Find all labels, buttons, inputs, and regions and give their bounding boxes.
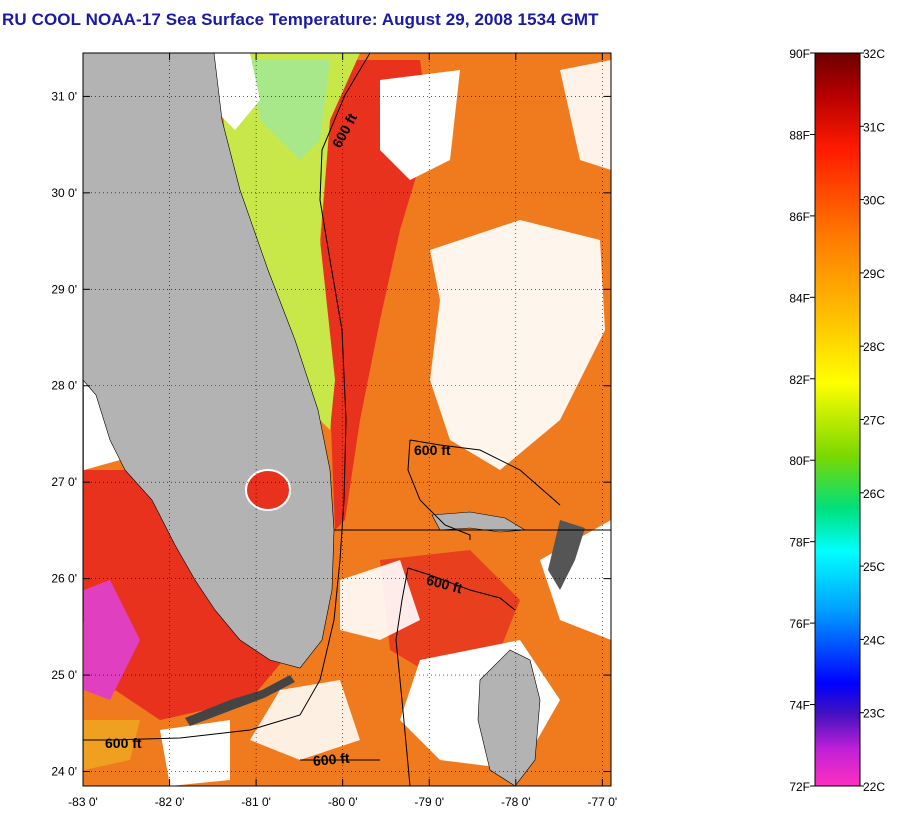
lat-tick-label: 29 0' <box>51 282 77 296</box>
colorbar-f-label: 72F <box>789 780 810 794</box>
isobath-600ft-south <box>407 567 516 611</box>
panhandle-land <box>83 53 150 75</box>
colorbar-f-label: 76F <box>789 617 810 631</box>
lat-tick-label: 24 0' <box>51 765 77 779</box>
cloud <box>560 60 611 170</box>
colorbar-c-label: 22C <box>863 780 885 794</box>
colorbar-f-label: 90F <box>789 47 810 61</box>
gulf-stream-core <box>320 60 430 530</box>
lat-tick-label: 30 0' <box>51 186 77 200</box>
cloud <box>430 220 605 470</box>
coastal-cooler-water <box>250 60 330 160</box>
contour-label: 600 ft <box>105 735 142 751</box>
lat-tick-label: 25 0' <box>51 668 77 682</box>
cloud <box>250 680 360 760</box>
lat-tick-label: 31 0' <box>51 89 77 103</box>
graticule <box>83 53 611 786</box>
lon-tick-label: -83 0' <box>68 795 98 809</box>
lon-tick-label: -77 0' <box>588 795 618 809</box>
colorbar-c-label: 27C <box>863 414 885 428</box>
lat-tick-label: 26 0' <box>51 572 77 586</box>
lat-tick-label: 27 0' <box>51 475 77 489</box>
isobath-600ft-ne <box>409 439 561 506</box>
colorbar-c-label: 25C <box>863 560 885 574</box>
colorbar-c-label: 29C <box>863 267 885 281</box>
lon-tick-label: -79 0' <box>414 795 444 809</box>
colorbar-f-label: 82F <box>789 373 810 387</box>
gulf-cool-patch <box>84 580 140 700</box>
map-axes: -83 0' -82 0' -81 0' -80 0' -79 0' -78 0' -77 … <box>51 53 617 809</box>
colorbar-f-label: 86F <box>789 210 810 224</box>
abaco <box>548 520 585 590</box>
colorbar-c-label: 32C <box>863 47 885 61</box>
cloud <box>340 560 420 640</box>
colorbar-c-label: 23C <box>863 707 885 721</box>
keys-water <box>84 720 140 770</box>
lon-tick-label: -82 0' <box>155 795 185 809</box>
contour-label: 600 ft <box>414 442 451 458</box>
map-title: RU COOL NOAA-17 Sea Surface Temperature:… <box>2 10 599 29</box>
cloud <box>380 70 460 180</box>
colorbar-f-label: 78F <box>789 536 810 550</box>
colorbar <box>814 52 861 787</box>
colorbar-f-label: 74F <box>789 699 810 713</box>
map-layers: 600 ft 600 ft 600 ft 600 ft 600 ft <box>83 53 611 786</box>
colorbar-c-label: 28C <box>863 340 885 354</box>
contour-label: 600 ft <box>312 750 350 769</box>
colorbar-c-label: 26C <box>863 487 885 501</box>
cloud <box>160 720 230 786</box>
isobath-600ft-channel <box>395 567 411 786</box>
colorbar-f-label: 80F <box>789 454 810 468</box>
florida-keys <box>185 675 295 726</box>
lon-tick-label: -78 0' <box>501 795 531 809</box>
gulf-warm-patch <box>83 470 300 720</box>
lon-tick-label: -81 0' <box>241 795 271 809</box>
colorbar-c-label: 31C <box>863 120 885 134</box>
florida-land <box>83 53 335 669</box>
lat-tick-label: 28 0' <box>51 379 77 393</box>
colorbar-f-label: 88F <box>789 128 810 142</box>
colorbar-c-label: 30C <box>863 194 885 208</box>
lon-tick-label: -80 0' <box>328 795 358 809</box>
andros-island <box>477 649 541 786</box>
colorbar-ticks: 90F 88F 86F 84F 82F 80F 78F 76F 74F 72F 32C 31C 30C 2… <box>789 47 885 794</box>
plot-frame <box>82 52 612 787</box>
colorbar-c-label: 24C <box>863 633 885 647</box>
coastal-cool-water <box>220 53 360 430</box>
lake-okeechobee <box>245 469 291 511</box>
isobath-600ft-north <box>407 439 471 540</box>
colorbar-f-label: 84F <box>789 291 810 305</box>
